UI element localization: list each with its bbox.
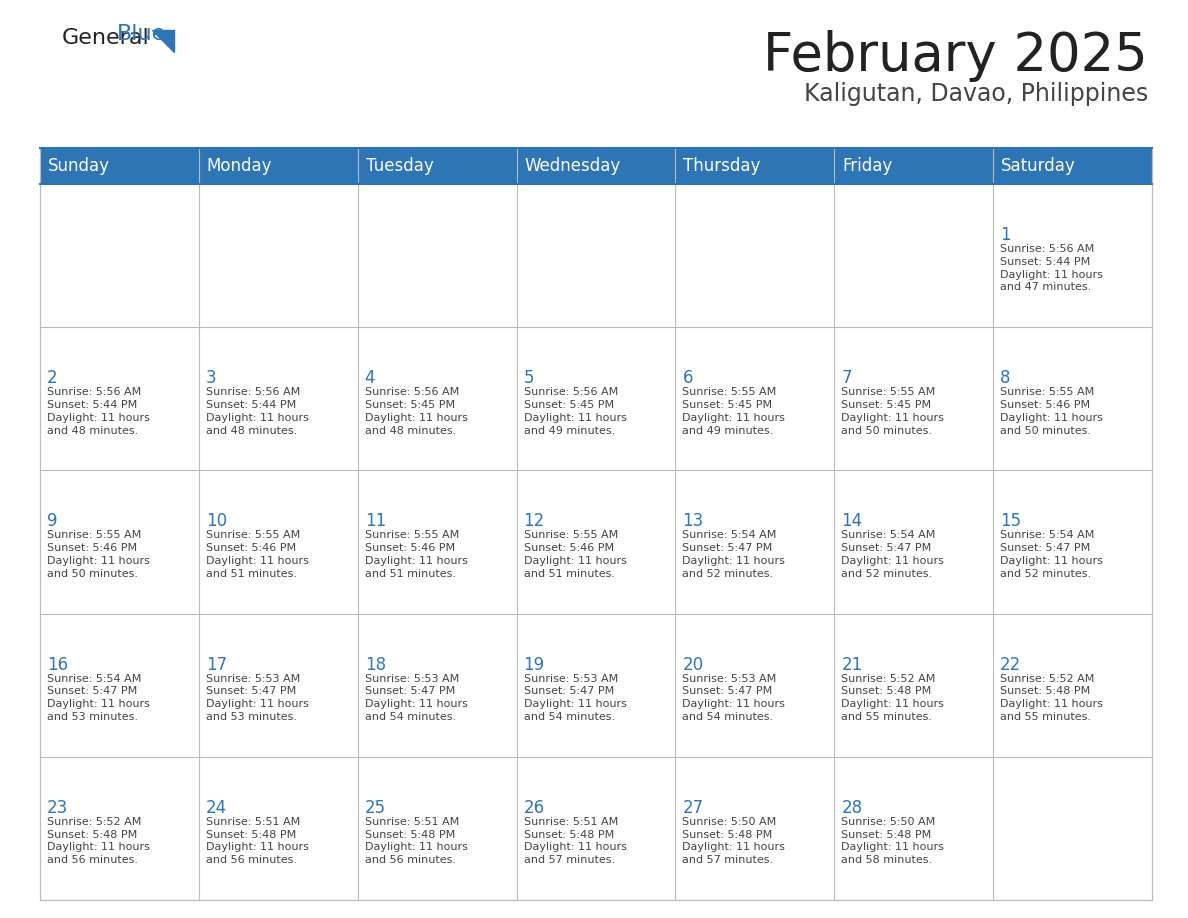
Text: 11: 11 xyxy=(365,512,386,531)
Text: Blue: Blue xyxy=(116,24,166,44)
Text: Sunrise: 5:56 AM
Sunset: 5:45 PM
Daylight: 11 hours
and 48 minutes.: Sunrise: 5:56 AM Sunset: 5:45 PM Dayligh… xyxy=(365,387,468,436)
Text: Sunrise: 5:52 AM
Sunset: 5:48 PM
Daylight: 11 hours
and 56 minutes.: Sunrise: 5:52 AM Sunset: 5:48 PM Dayligh… xyxy=(48,817,150,865)
Text: February 2025: February 2025 xyxy=(763,30,1148,82)
Text: Sunrise: 5:56 AM
Sunset: 5:45 PM
Daylight: 11 hours
and 49 minutes.: Sunrise: 5:56 AM Sunset: 5:45 PM Dayligh… xyxy=(524,387,626,436)
Bar xyxy=(40,148,1152,184)
Text: 21: 21 xyxy=(841,655,862,674)
Text: 19: 19 xyxy=(524,655,544,674)
Text: Sunrise: 5:50 AM
Sunset: 5:48 PM
Daylight: 11 hours
and 58 minutes.: Sunrise: 5:50 AM Sunset: 5:48 PM Dayligh… xyxy=(841,817,944,865)
Text: 28: 28 xyxy=(841,799,862,817)
Text: Sunrise: 5:53 AM
Sunset: 5:47 PM
Daylight: 11 hours
and 53 minutes.: Sunrise: 5:53 AM Sunset: 5:47 PM Dayligh… xyxy=(206,674,309,722)
Text: Sunrise: 5:51 AM
Sunset: 5:48 PM
Daylight: 11 hours
and 57 minutes.: Sunrise: 5:51 AM Sunset: 5:48 PM Dayligh… xyxy=(524,817,626,865)
Text: 4: 4 xyxy=(365,369,375,387)
Text: 26: 26 xyxy=(524,799,544,817)
Text: Tuesday: Tuesday xyxy=(366,157,434,175)
Text: Sunrise: 5:55 AM
Sunset: 5:46 PM
Daylight: 11 hours
and 50 minutes.: Sunrise: 5:55 AM Sunset: 5:46 PM Dayligh… xyxy=(48,531,150,579)
Text: Sunrise: 5:56 AM
Sunset: 5:44 PM
Daylight: 11 hours
and 48 minutes.: Sunrise: 5:56 AM Sunset: 5:44 PM Dayligh… xyxy=(206,387,309,436)
Text: 24: 24 xyxy=(206,799,227,817)
Text: 12: 12 xyxy=(524,512,545,531)
Text: Sunrise: 5:50 AM
Sunset: 5:48 PM
Daylight: 11 hours
and 57 minutes.: Sunrise: 5:50 AM Sunset: 5:48 PM Dayligh… xyxy=(682,817,785,865)
Text: Sunrise: 5:55 AM
Sunset: 5:46 PM
Daylight: 11 hours
and 51 minutes.: Sunrise: 5:55 AM Sunset: 5:46 PM Dayligh… xyxy=(206,531,309,579)
Text: Kaligutan, Davao, Philippines: Kaligutan, Davao, Philippines xyxy=(804,82,1148,106)
Text: 17: 17 xyxy=(206,655,227,674)
Text: Sunrise: 5:55 AM
Sunset: 5:46 PM
Daylight: 11 hours
and 50 minutes.: Sunrise: 5:55 AM Sunset: 5:46 PM Dayligh… xyxy=(1000,387,1102,436)
Text: 25: 25 xyxy=(365,799,386,817)
Text: Sunday: Sunday xyxy=(48,157,110,175)
Text: 9: 9 xyxy=(48,512,57,531)
Text: Monday: Monday xyxy=(207,157,272,175)
Text: Sunrise: 5:54 AM
Sunset: 5:47 PM
Daylight: 11 hours
and 52 minutes.: Sunrise: 5:54 AM Sunset: 5:47 PM Dayligh… xyxy=(841,531,944,579)
Text: Sunrise: 5:54 AM
Sunset: 5:47 PM
Daylight: 11 hours
and 53 minutes.: Sunrise: 5:54 AM Sunset: 5:47 PM Dayligh… xyxy=(48,674,150,722)
Text: Sunrise: 5:56 AM
Sunset: 5:44 PM
Daylight: 11 hours
and 47 minutes.: Sunrise: 5:56 AM Sunset: 5:44 PM Dayligh… xyxy=(1000,244,1102,293)
Text: Thursday: Thursday xyxy=(683,157,760,175)
Text: 22: 22 xyxy=(1000,655,1022,674)
Text: 1: 1 xyxy=(1000,226,1011,244)
Text: 13: 13 xyxy=(682,512,703,531)
Text: 7: 7 xyxy=(841,369,852,387)
Text: Wednesday: Wednesday xyxy=(525,157,621,175)
Text: Sunrise: 5:55 AM
Sunset: 5:45 PM
Daylight: 11 hours
and 49 minutes.: Sunrise: 5:55 AM Sunset: 5:45 PM Dayligh… xyxy=(682,387,785,436)
Text: Sunrise: 5:54 AM
Sunset: 5:47 PM
Daylight: 11 hours
and 52 minutes.: Sunrise: 5:54 AM Sunset: 5:47 PM Dayligh… xyxy=(682,531,785,579)
Polygon shape xyxy=(152,30,173,52)
Text: Sunrise: 5:53 AM
Sunset: 5:47 PM
Daylight: 11 hours
and 54 minutes.: Sunrise: 5:53 AM Sunset: 5:47 PM Dayligh… xyxy=(365,674,468,722)
Text: Saturday: Saturday xyxy=(1001,157,1076,175)
Text: General: General xyxy=(62,28,150,48)
Text: Friday: Friday xyxy=(842,157,892,175)
Text: Sunrise: 5:51 AM
Sunset: 5:48 PM
Daylight: 11 hours
and 56 minutes.: Sunrise: 5:51 AM Sunset: 5:48 PM Dayligh… xyxy=(206,817,309,865)
Text: 16: 16 xyxy=(48,655,68,674)
Text: Sunrise: 5:55 AM
Sunset: 5:46 PM
Daylight: 11 hours
and 51 minutes.: Sunrise: 5:55 AM Sunset: 5:46 PM Dayligh… xyxy=(524,531,626,579)
Text: Sunrise: 5:53 AM
Sunset: 5:47 PM
Daylight: 11 hours
and 54 minutes.: Sunrise: 5:53 AM Sunset: 5:47 PM Dayligh… xyxy=(682,674,785,722)
Text: Sunrise: 5:56 AM
Sunset: 5:44 PM
Daylight: 11 hours
and 48 minutes.: Sunrise: 5:56 AM Sunset: 5:44 PM Dayligh… xyxy=(48,387,150,436)
Text: Sunrise: 5:51 AM
Sunset: 5:48 PM
Daylight: 11 hours
and 56 minutes.: Sunrise: 5:51 AM Sunset: 5:48 PM Dayligh… xyxy=(365,817,468,865)
Text: Sunrise: 5:54 AM
Sunset: 5:47 PM
Daylight: 11 hours
and 52 minutes.: Sunrise: 5:54 AM Sunset: 5:47 PM Dayligh… xyxy=(1000,531,1102,579)
Text: 10: 10 xyxy=(206,512,227,531)
Text: 23: 23 xyxy=(48,799,68,817)
Text: 18: 18 xyxy=(365,655,386,674)
Text: 3: 3 xyxy=(206,369,216,387)
Text: Sunrise: 5:55 AM
Sunset: 5:45 PM
Daylight: 11 hours
and 50 minutes.: Sunrise: 5:55 AM Sunset: 5:45 PM Dayligh… xyxy=(841,387,944,436)
Text: Sunrise: 5:55 AM
Sunset: 5:46 PM
Daylight: 11 hours
and 51 minutes.: Sunrise: 5:55 AM Sunset: 5:46 PM Dayligh… xyxy=(365,531,468,579)
Text: Sunrise: 5:53 AM
Sunset: 5:47 PM
Daylight: 11 hours
and 54 minutes.: Sunrise: 5:53 AM Sunset: 5:47 PM Dayligh… xyxy=(524,674,626,722)
Text: 15: 15 xyxy=(1000,512,1022,531)
Text: 20: 20 xyxy=(682,655,703,674)
Text: 27: 27 xyxy=(682,799,703,817)
Text: 2: 2 xyxy=(48,369,58,387)
Text: Sunrise: 5:52 AM
Sunset: 5:48 PM
Daylight: 11 hours
and 55 minutes.: Sunrise: 5:52 AM Sunset: 5:48 PM Dayligh… xyxy=(841,674,944,722)
Text: 5: 5 xyxy=(524,369,535,387)
Text: Sunrise: 5:52 AM
Sunset: 5:48 PM
Daylight: 11 hours
and 55 minutes.: Sunrise: 5:52 AM Sunset: 5:48 PM Dayligh… xyxy=(1000,674,1102,722)
Text: 14: 14 xyxy=(841,512,862,531)
Text: 8: 8 xyxy=(1000,369,1011,387)
Text: 6: 6 xyxy=(682,369,693,387)
